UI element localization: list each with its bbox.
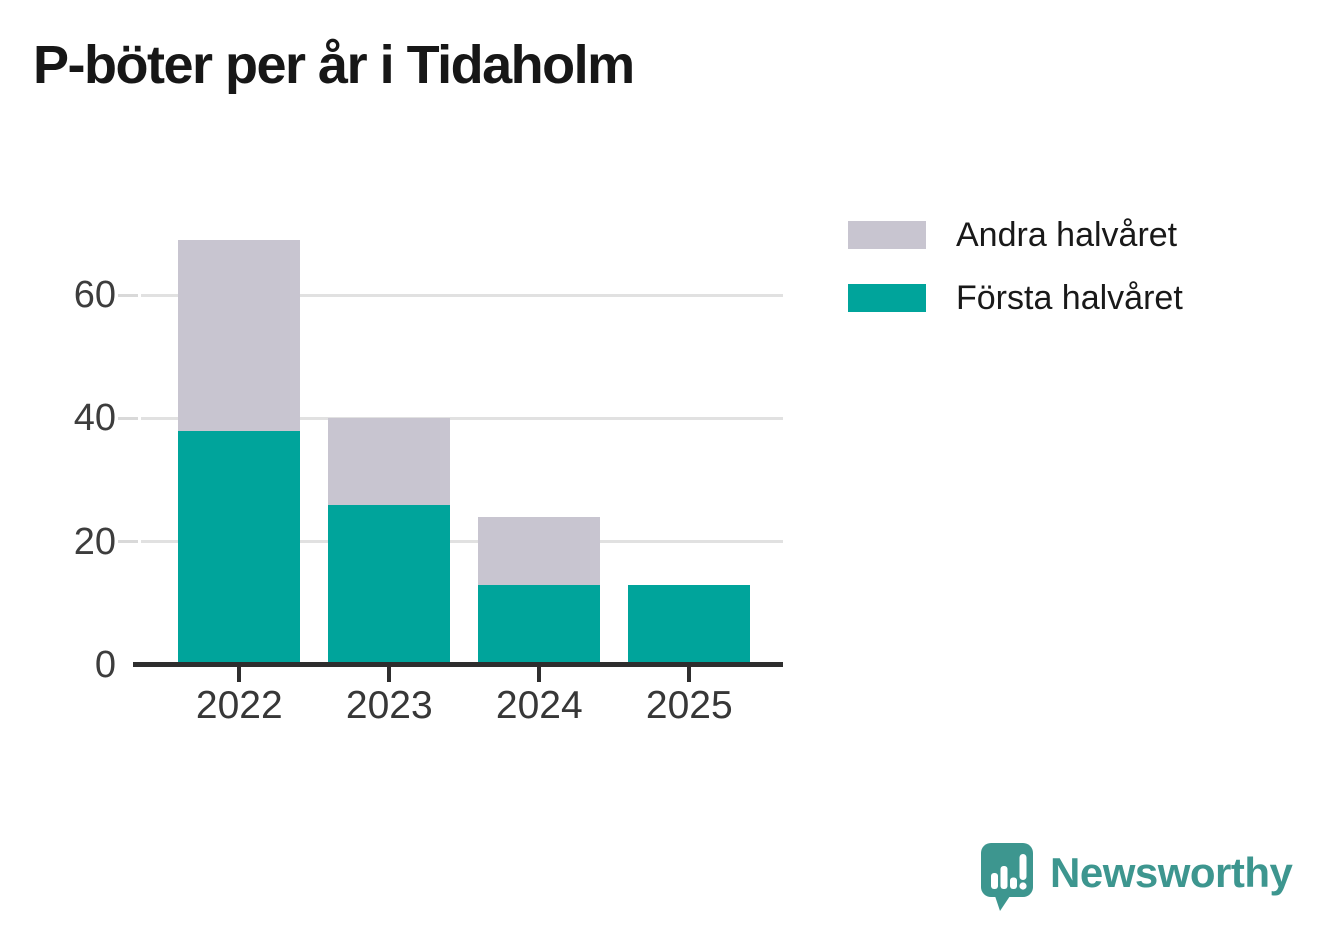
x-axis-label-2025: 2025: [645, 684, 733, 727]
legend-swatch-andra-halvaret: [848, 221, 926, 249]
plot-area: 0 20 40 60 2022 2023 2024 2025: [74, 215, 783, 726]
newsworthy-logo: Newsworthy: [981, 843, 1293, 911]
x-axis-label-2024: 2024: [495, 684, 583, 727]
bar-segment-2025-f-rsta-halv-ret: [628, 584, 751, 665]
chart-title: P-böter per år i Tidaholm: [33, 35, 635, 95]
newsworthy-speech-bubble-chart-icon: [981, 843, 1033, 911]
x-tick-2023: [387, 667, 392, 682]
bar-segment-2023-f-rsta-halv-ret: [328, 504, 451, 665]
legend-item-andra-halvaret: Andra halvåret: [848, 218, 1183, 252]
x-axis-line: [133, 662, 783, 667]
x-tick-2022: [237, 667, 242, 682]
gridline-y20: [141, 540, 783, 544]
y-axis-label-0: 0: [94, 644, 116, 686]
y-tick-40: [118, 416, 138, 420]
x-tick-2025: [687, 667, 692, 682]
x-axis-label-2022: 2022: [195, 684, 283, 727]
bar-2025: [628, 584, 751, 665]
y-axis-label-40: 40: [73, 397, 116, 440]
legend-item-forsta-halvaret: Första halvåret: [848, 281, 1183, 315]
gridline-y60: [141, 293, 783, 297]
bar-segment-2024-f-rsta-halv-ret: [478, 584, 601, 665]
bar-segment-2022-f-rsta-halv-ret: [178, 430, 301, 665]
bar-segment-2023-andra-halv-ret: [328, 418, 451, 505]
y-tick-60: [118, 293, 138, 297]
y-axis-label-60: 60: [73, 274, 116, 317]
x-axis-label-2023: 2023: [345, 684, 433, 727]
bar-segment-2022-andra-halv-ret: [178, 239, 301, 431]
y-tick-20: [118, 540, 138, 544]
legend: Andra halvåret Första halvåret: [848, 218, 1183, 344]
bar-segment-2024-andra-halv-ret: [478, 517, 601, 585]
bar-2024: [478, 517, 601, 665]
gridline-y40: [141, 416, 783, 420]
legend-swatch-forsta-halvaret: [848, 284, 926, 312]
bar-2022: [178, 239, 301, 665]
legend-label-forsta-halvaret: Första halvåret: [956, 279, 1183, 317]
x-tick-2024: [537, 667, 542, 682]
y-axis-label-20: 20: [73, 520, 116, 563]
legend-label-andra-halvaret: Andra halvåret: [956, 216, 1178, 254]
newsworthy-wordmark: Newsworthy: [1050, 849, 1293, 896]
bar-2023: [328, 418, 451, 665]
